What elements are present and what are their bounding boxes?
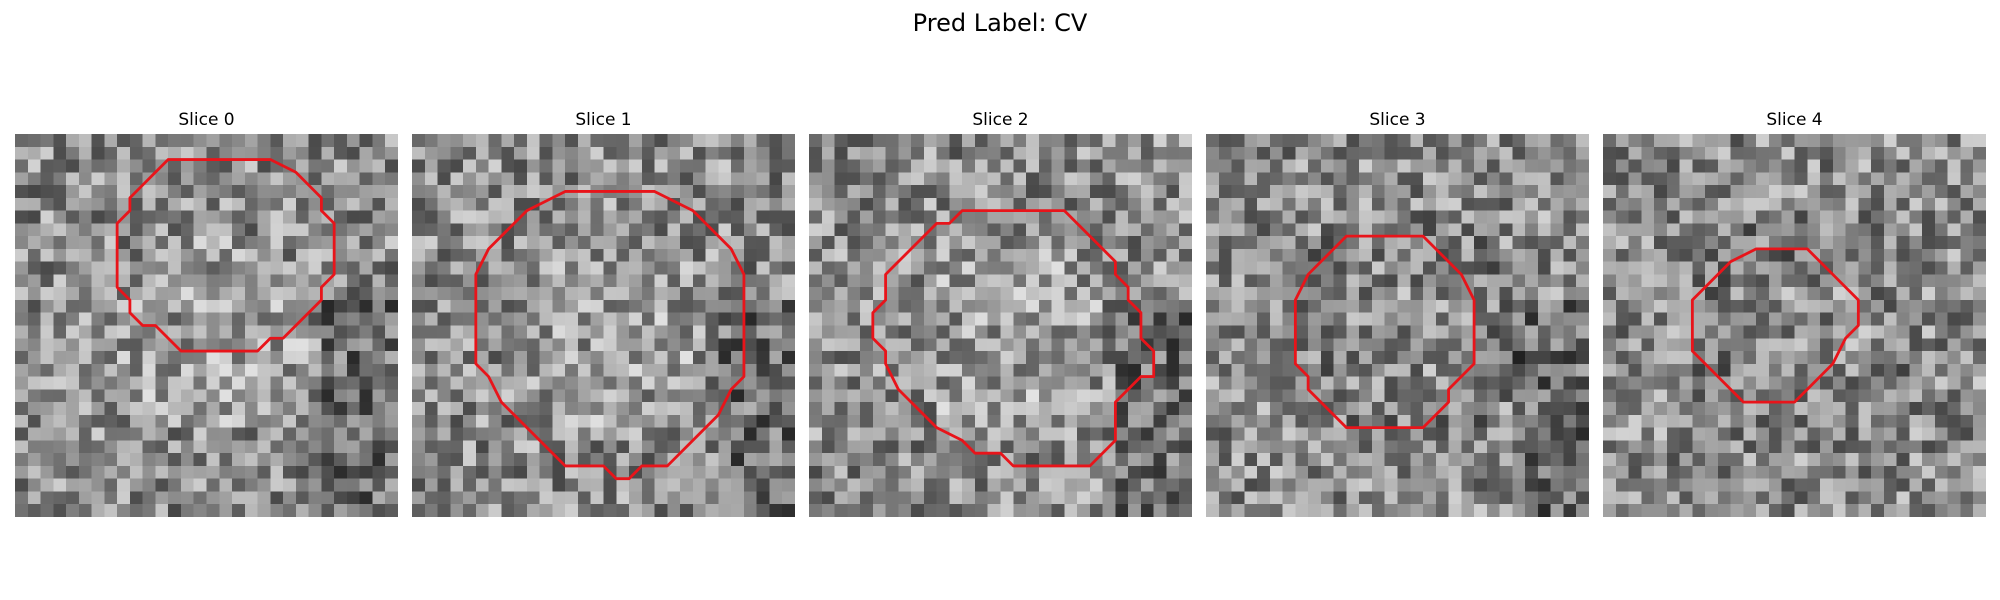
slice-title: Slice 1: [575, 110, 632, 130]
slice-title: Slice 3: [1369, 110, 1426, 130]
figure-title: Pred Label: CV: [912, 9, 1088, 37]
slice-title: Slice 0: [178, 110, 235, 130]
segmentation-contour: [1690, 247, 1860, 404]
segmentation-contour: [871, 209, 1156, 468]
slice-panel-1: Slice 1: [412, 108, 795, 518]
segmentation-contour: [115, 158, 336, 353]
slice-image: [1206, 134, 1589, 517]
slice-panel-4: Slice 4: [1603, 108, 1986, 518]
segmentation-contour: [1293, 234, 1476, 430]
slice-image: [412, 134, 795, 517]
slice-image: [1603, 134, 1986, 517]
slice-panel-3: Slice 3: [1206, 108, 1589, 518]
segmentation-contour: [474, 190, 746, 481]
slice-title: Slice 2: [972, 110, 1029, 130]
slice-title: Slice 4: [1766, 110, 1823, 130]
slice-panel-0: Slice 0: [15, 108, 398, 518]
slice-image: [15, 134, 398, 517]
slice-panel-2: Slice 2: [809, 108, 1192, 518]
slice-image: [809, 134, 1192, 517]
